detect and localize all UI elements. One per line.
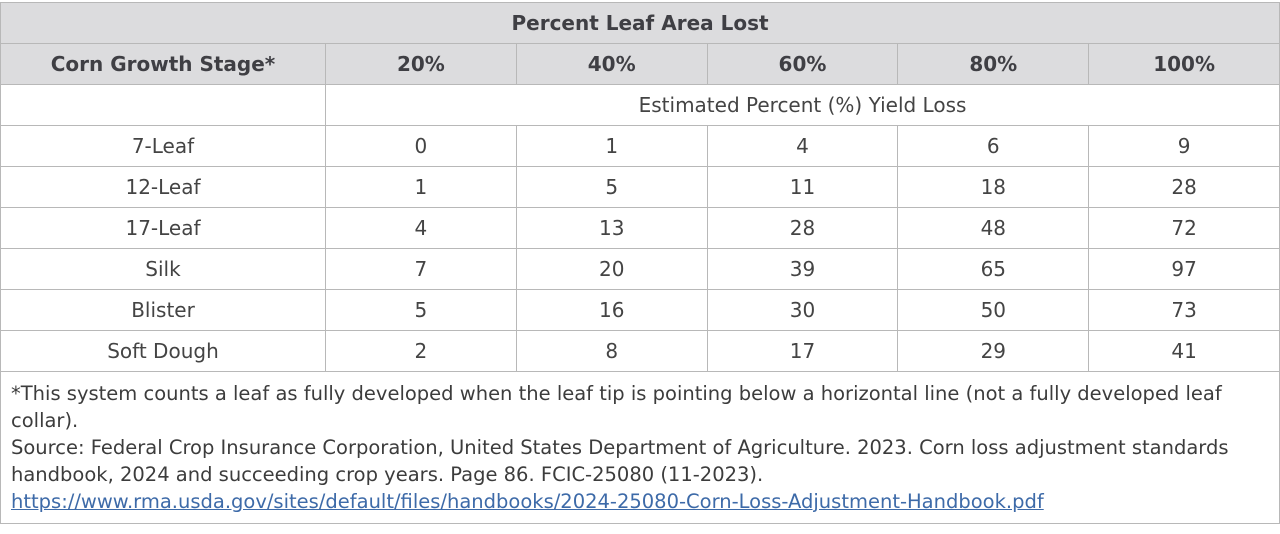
subheader-row: Estimated Percent (%) Yield Loss — [0, 84, 1280, 126]
source-text: Source: Federal Crop Insurance Corporati… — [11, 436, 1229, 486]
yield-loss-table: Percent Leaf Area Lost Corn Growth Stage… — [0, 2, 1280, 524]
value-cell: 4 — [706, 125, 899, 167]
value-cell: 1 — [515, 125, 708, 167]
value-cell: 11 — [706, 166, 899, 208]
value-cell: 0 — [325, 125, 517, 167]
stage-column-header: Corn Growth Stage* — [0, 43, 326, 85]
stage-cell: 12-Leaf — [0, 166, 326, 208]
table-row: Silk 7 20 39 65 97 — [0, 248, 1280, 290]
value-cell: 73 — [1088, 289, 1280, 331]
value-cell: 48 — [897, 207, 1090, 249]
value-cell: 1 — [325, 166, 517, 208]
table-row: 17-Leaf 4 13 28 48 72 — [0, 207, 1280, 249]
value-cell: 7 — [325, 248, 517, 290]
column-header: 60% — [706, 43, 899, 85]
value-cell: 8 — [515, 330, 708, 372]
value-cell: 50 — [897, 289, 1090, 331]
value-cell: 13 — [515, 207, 708, 249]
value-cell: 18 — [897, 166, 1090, 208]
value-cell: 65 — [897, 248, 1090, 290]
value-cell: 6 — [897, 125, 1090, 167]
stage-cell: 17-Leaf — [0, 207, 326, 249]
value-cell: 4 — [325, 207, 517, 249]
super-header-row: Percent Leaf Area Lost — [0, 2, 1280, 44]
value-cell: 2 — [325, 330, 517, 372]
stage-cell: Soft Dough — [0, 330, 326, 372]
yield-loss-subheader: Estimated Percent (%) Yield Loss — [324, 84, 1280, 126]
value-cell: 5 — [325, 289, 517, 331]
value-cell: 28 — [706, 207, 899, 249]
table-notes: *This system counts a leaf as fully deve… — [0, 371, 1280, 524]
empty-cell — [0, 84, 326, 126]
source-link[interactable]: https://www.rma.usda.gov/sites/default/f… — [11, 490, 1044, 513]
table-row: 7-Leaf 0 1 4 6 9 — [0, 125, 1280, 167]
notes-row: *This system counts a leaf as fully deve… — [0, 371, 1280, 524]
column-header: 100% — [1088, 43, 1280, 85]
column-header: 20% — [325, 43, 517, 85]
value-cell: 17 — [706, 330, 899, 372]
value-cell: 20 — [515, 248, 708, 290]
column-header-row: Corn Growth Stage* 20% 40% 60% 80% 100% — [0, 43, 1280, 85]
footnote: *This system counts a leaf as fully deve… — [11, 382, 1222, 432]
super-header: Percent Leaf Area Lost — [0, 2, 1280, 44]
table-row: Blister 5 16 30 50 73 — [0, 289, 1280, 331]
value-cell: 41 — [1088, 330, 1280, 372]
value-cell: 97 — [1088, 248, 1280, 290]
value-cell: 72 — [1088, 207, 1280, 249]
table-row: Soft Dough 2 8 17 29 41 — [0, 330, 1280, 372]
value-cell: 16 — [515, 289, 708, 331]
column-header: 80% — [897, 43, 1090, 85]
value-cell: 29 — [897, 330, 1090, 372]
stage-cell: Blister — [0, 289, 326, 331]
stage-cell: 7-Leaf — [0, 125, 326, 167]
value-cell: 39 — [706, 248, 899, 290]
column-header: 40% — [515, 43, 708, 85]
source-citation: Source: Federal Crop Insurance Corporati… — [11, 434, 1269, 515]
value-cell: 5 — [515, 166, 708, 208]
stage-cell: Silk — [0, 248, 326, 290]
value-cell: 9 — [1088, 125, 1280, 167]
yield-loss-table-container: Percent Leaf Area Lost Corn Growth Stage… — [0, 2, 1280, 524]
value-cell: 28 — [1088, 166, 1280, 208]
value-cell: 30 — [706, 289, 899, 331]
table-row: 12-Leaf 1 5 11 18 28 — [0, 166, 1280, 208]
